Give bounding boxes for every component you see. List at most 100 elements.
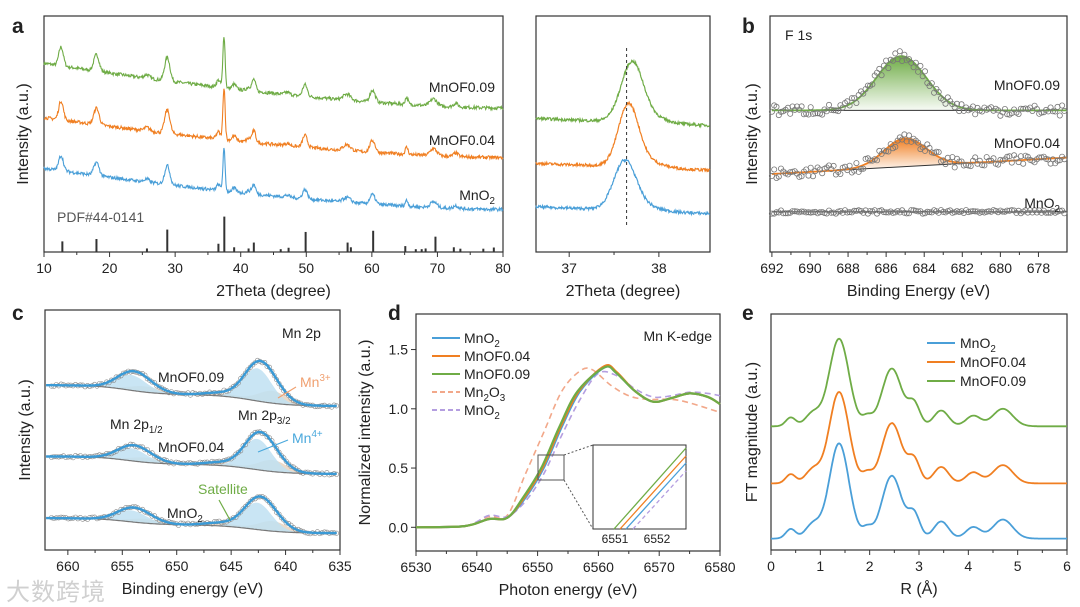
annotation: Mn4+ [292,429,323,446]
data-point [828,209,835,216]
data-point [791,208,798,215]
panel-b-xtick-label: 692 [760,260,784,276]
data-point [807,164,814,171]
watermark: 大数跨境 [6,578,106,606]
panel-d-xtick-label: 6580 [704,559,735,575]
zoom-curve-MnOF0.09 [535,58,711,129]
fit-envelope-MnO2 [46,495,337,535]
data-point [1052,108,1059,115]
panel-e-xtick-label: 4 [964,558,972,574]
data-point [1006,153,1013,160]
data-point [912,59,919,66]
data-point [908,207,915,214]
inset-curve [613,447,687,530]
panel-d-xtick-label: 6570 [644,559,675,575]
panel-a-xtick-label: 10 [36,260,52,276]
panel-e-xtick-label: 2 [866,558,874,574]
legend-label: MnOF0.04 [960,354,1026,370]
data-point [954,100,961,107]
data-point [940,208,947,215]
panel-c-y-axis-label: Intensity (a.u.) [17,379,34,480]
data-point [805,111,812,118]
data-point [828,106,835,113]
text-part: 2 [483,393,488,404]
inset-curve [632,470,687,530]
data-point [271,505,277,511]
text-part: 2 [494,411,499,422]
panel-a-xtick-label: 60 [364,260,380,276]
panel-d-xtick-label: 6540 [461,559,492,575]
data-point [771,166,778,173]
text-part: 2 [494,339,499,350]
text-part: 3+ [319,373,330,384]
text-part: 3 [500,393,506,404]
data-point [807,209,814,216]
legend-label: MnO2 [464,330,500,350]
data-point [876,65,883,72]
data-point [903,210,910,217]
data-point [835,108,842,115]
zoom-connector [563,444,594,456]
data-point [956,158,963,165]
data-point [848,95,855,102]
legend-label: MnOF0.09 [960,373,1026,389]
data-point [1061,210,1068,217]
data-point [780,210,787,217]
data-point [896,48,903,55]
annotation: MnOF0.04 [158,439,224,455]
data-point [951,164,958,171]
text-part: MnO [459,187,489,203]
zoom-connector [563,479,594,530]
data-point [917,62,924,69]
peak-fill-MnOF0.09 [834,56,968,111]
data-point [787,169,794,176]
data-point [912,207,919,214]
data-point [915,139,922,146]
text-part: 4+ [311,429,322,440]
mn4-component-fill [46,368,338,406]
data-point [1008,207,1015,214]
data-point [789,208,796,215]
data-point [967,163,974,170]
panel-b-xtick-label: 690 [798,260,822,276]
data-point [1004,153,1011,160]
zoom-curve-MnO2 [535,158,711,217]
legend-label: MnO2 [960,335,996,355]
data-point [844,209,851,216]
data-point [837,170,844,177]
data-point [283,520,289,526]
data-point [960,162,967,169]
text-part: MnO [960,335,990,351]
data-point [238,509,244,515]
panel-b-xtick-label: 688 [836,260,860,276]
series-label: MnOF0.09 [429,79,495,95]
mn4-component-fill [46,438,338,474]
annotation: Mn 2p1/2 [110,416,163,436]
data-point [899,58,906,65]
data-point [775,173,782,180]
series-label: MnOF0.04 [429,132,495,148]
panel-e-axes-frame [770,313,1068,551]
data-point [1049,108,1056,115]
data-point [928,149,935,156]
data-point [243,370,249,376]
annotation: Satellite [198,481,248,497]
panel-e-xtick-label: 3 [915,558,923,574]
data-point [247,434,253,440]
data-point [846,102,853,109]
panel-e-xtick-label: 0 [767,558,775,574]
mn3-arrow [277,386,297,399]
data-point [807,104,814,111]
data-point [830,162,837,169]
data-point [853,207,860,214]
panel-a-xtick-label: 20 [102,260,118,276]
data-point [281,517,287,523]
panel-e-xtick-label: 5 [1014,558,1022,574]
panel-d-xtick-label: 6560 [583,559,614,575]
xanes-curve-MnOF0.09 [415,365,721,529]
data-point [851,207,858,214]
text-part: MnOF0.09 [158,369,224,385]
satellite-arrow [218,499,231,521]
mn4-arrow [257,439,289,453]
